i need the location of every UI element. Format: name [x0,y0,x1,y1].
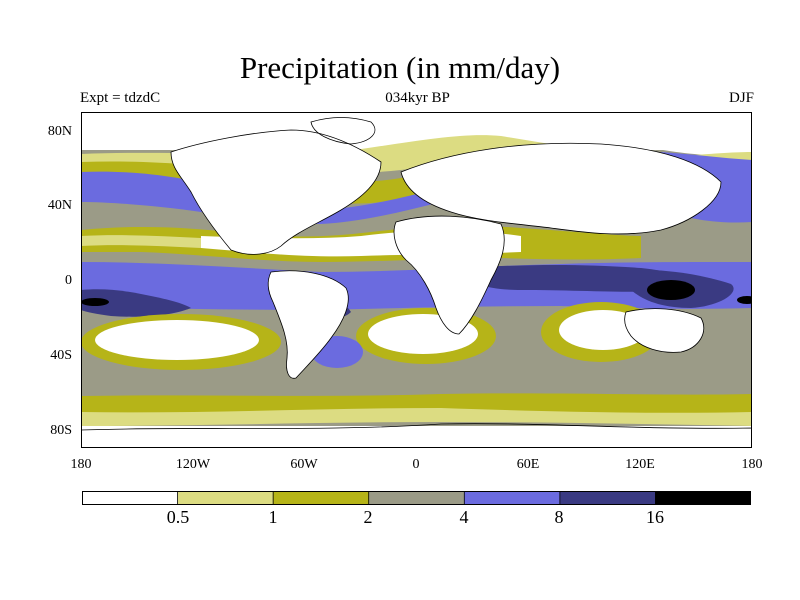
north-subtropic-light [81,235,201,248]
south-america [267,270,349,379]
map-frame [81,112,752,448]
maritime-continent-peak [647,280,695,300]
north-america [170,129,382,255]
lon-label-0: 0 [412,457,420,472]
lon-label-60e: 60E [516,457,540,472]
colorbar-swatch-4 [463,491,561,505]
lon-label-120e: 120E [625,457,655,472]
colorbar-swatch-6 [655,491,751,505]
period-label: 034kyr BP [385,90,450,106]
colorbar [82,491,751,505]
colorbar-label-2: 2 [363,507,373,527]
arctic-dry-band [81,112,752,156]
antarctica-coast [81,423,752,448]
colorbar-swatch-3 [368,491,466,505]
experiment-label: Expt = tdzdC [80,90,161,106]
colorbar-swatch-2 [272,491,370,505]
colorbar-frame [82,491,751,505]
southern-ocean-light-band [81,408,752,426]
north-storm-track-wet [81,171,441,224]
map-title: Precipitation (in mm/day) [239,50,561,85]
colorbar-label-1: 1 [268,507,278,527]
africa [393,215,505,335]
lon-label-120w: 120W [175,457,211,472]
colorbar-label-0-5: 0.5 [166,507,190,527]
south-pacific-dry-core [95,320,259,360]
lon-label-60w: 60W [290,457,318,472]
colorbar-swatch-5 [559,491,657,505]
eurasia [400,142,722,235]
lon-label-180e: 180 [741,457,763,472]
lat-label-40s: 40S [50,348,72,363]
lat-label-80n: 80N [47,124,72,139]
colorbar-swatch-1 [177,491,275,505]
east-pacific-peak [81,298,109,306]
colorbar-swatch-0 [82,491,179,505]
lon-label-180w: 180 [70,457,92,472]
date-line-peak [737,296,752,304]
lat-label-40n: 40N [47,198,72,213]
season-label: DJF [728,90,754,106]
precipitation-map [81,112,752,448]
greenland [310,117,376,145]
colorbar-label-16: 16 [646,507,664,527]
southern-ocean-band [81,393,752,415]
australia [624,308,705,353]
colorbar-label-8: 8 [554,507,564,527]
lat-label-80s: 80S [50,423,72,438]
lat-label-0: 0 [65,273,72,288]
colorbar-label-4: 4 [459,507,469,527]
antarctic-dry-zone [81,426,752,448]
east-pacific-heavy-rain [81,289,191,317]
